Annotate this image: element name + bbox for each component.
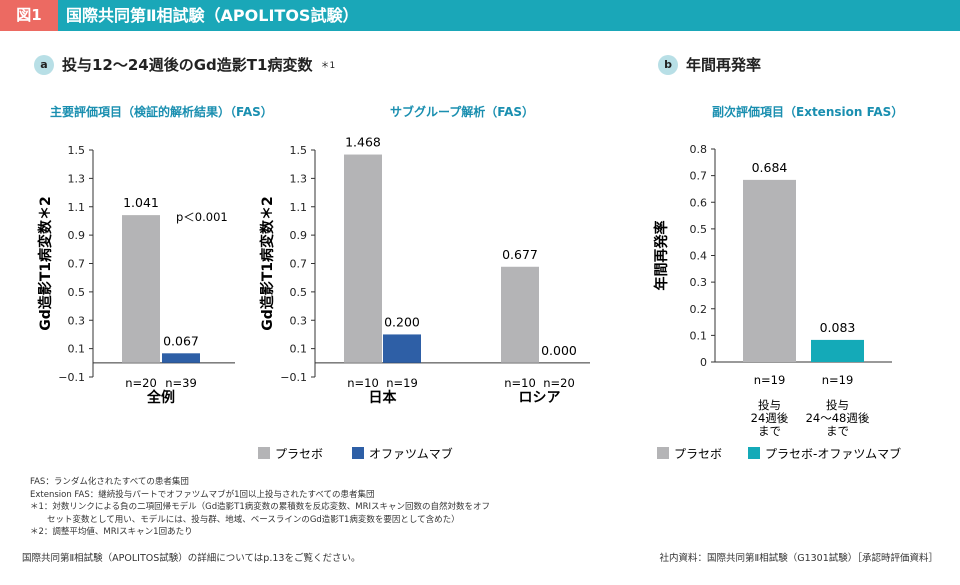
note: FAS：ランダム化されたすべての患者集団 <box>30 477 189 487</box>
section-b-heading: b 年間再発率 <box>658 54 761 75</box>
n-label: n=10 <box>504 376 536 390</box>
y-tick-label: 0.1 <box>290 343 308 356</box>
legend-swatch <box>657 447 669 459</box>
y-tick-label: 1.5 <box>68 144 86 157</box>
footer-right: 社内資料：国際共同第Ⅱ相試験（G1301試験）［承認時評価資料］ <box>659 553 938 564</box>
chart2-title: サブグループ解析（FAS） <box>390 105 535 119</box>
category-label: 日本 <box>369 389 398 406</box>
bar <box>344 154 382 363</box>
y-tick-label: 0.5 <box>68 286 86 299</box>
y-tick-label: 0.9 <box>68 229 86 242</box>
note: セット変数として用い、モデルには、投与群、地域、ベースラインのGd造影T1病変数… <box>30 514 460 525</box>
category-label: ロシア <box>519 390 561 406</box>
y-tick-label: 0.9 <box>290 229 308 242</box>
y-tick-label: 0.1 <box>68 343 86 356</box>
note: ＊2：調整平均値、MRIスキャン1回あたり <box>30 527 193 537</box>
n-label: n=19 <box>386 376 418 390</box>
y-tick-label: 1.1 <box>290 201 308 214</box>
note: Extension FAS：継続投与パートでオファツムマブが1回以上投与されたす… <box>30 489 375 500</box>
n-label: n=20 <box>543 376 575 390</box>
section-a-badge: a <box>34 54 54 75</box>
p-value-annotation: p＜0.001 <box>176 210 228 224</box>
bar <box>501 266 539 363</box>
category-label: 24〜48週後 <box>806 411 870 425</box>
category-label: 投与 <box>758 398 781 412</box>
y-tick-label: 0.3 <box>690 276 708 289</box>
y-tick-label: −0.1 <box>280 371 307 384</box>
section-a-title: 投与12〜24週後のGd造影T1病変数 <box>62 56 313 74</box>
y-tick-label: 1.3 <box>68 172 86 185</box>
figure-title: 国際共同第Ⅱ相試験（APOLITOS試験） <box>66 6 359 25</box>
y-tick-label: 0 <box>700 356 707 369</box>
y-axis-label: Gd造影T1病変数＊2 <box>259 196 276 331</box>
section-b-title: 年間再発率 <box>686 56 762 74</box>
y-tick-label: 0.5 <box>690 223 708 236</box>
header-bar <box>0 0 960 31</box>
data-label: 0.083 <box>820 320 856 335</box>
bar <box>383 334 421 363</box>
y-tick-label: 0.5 <box>290 286 308 299</box>
data-label: 0.684 <box>752 160 788 175</box>
note: ＊1：対数リンクによる負の二項回帰モデル（Gd造影T1病変数の累積数を反応変数、… <box>30 502 490 512</box>
legend-swatch <box>352 447 364 459</box>
n-label: n=19 <box>754 373 786 387</box>
category-label: 投与 <box>826 398 849 412</box>
y-tick-label: 0.4 <box>690 250 708 263</box>
y-tick-label: 0.8 <box>690 143 708 156</box>
bar <box>122 215 160 363</box>
y-tick-label: 1.1 <box>68 201 86 214</box>
category-label: まで <box>826 424 849 438</box>
category-label: 24週後 <box>751 411 789 425</box>
bar <box>162 353 200 363</box>
data-label: 0.067 <box>163 333 199 348</box>
section-a-footnote-mark: ＊1 <box>320 61 336 71</box>
y-tick-label: 0.1 <box>690 329 708 342</box>
y-tick-label: 0.7 <box>290 258 308 271</box>
bar <box>811 339 864 362</box>
y-tick-label: 0.7 <box>68 258 86 271</box>
n-label: n=10 <box>347 376 379 390</box>
footer-left: 国際共同第Ⅱ相試験（APOLITOS試験）の詳細についてはp.13をご覧ください… <box>22 553 361 564</box>
data-label: 0.000 <box>541 343 577 358</box>
footnotes: FAS：ランダム化されたすべての患者集団 Extension FAS：継続投与パ… <box>30 476 490 539</box>
chart1-title: 主要評価項目（検証的解析結果）（FAS） <box>50 105 273 119</box>
y-tick-label: 0.3 <box>68 314 86 327</box>
category-label: まで <box>758 424 781 438</box>
chart3-title: 副次評価項目（Extension FAS） <box>712 105 904 119</box>
n-label: n=20 <box>125 376 157 390</box>
figure-label: 図1 <box>0 0 58 31</box>
data-label: 1.468 <box>345 135 381 150</box>
y-axis-label: Gd造影T1病変数＊2 <box>37 196 54 331</box>
data-label: 0.200 <box>384 314 420 329</box>
y-tick-label: −0.1 <box>58 371 85 384</box>
data-label: 0.677 <box>502 247 538 262</box>
legend-swatch <box>748 447 760 459</box>
y-tick-label: 0.3 <box>290 314 308 327</box>
legend-swatch <box>258 447 270 459</box>
y-tick-label: 0.7 <box>690 170 708 183</box>
n-label: n=19 <box>822 373 854 387</box>
y-tick-label: 1.5 <box>290 144 308 157</box>
n-label: n=39 <box>165 376 197 390</box>
data-label: 1.041 <box>123 195 159 210</box>
legend-label: プラセボ-オファツムマブ <box>765 446 901 461</box>
section-b-badge: b <box>658 54 678 75</box>
y-tick-label: 0.6 <box>690 196 708 209</box>
section-a-heading: a 投与12〜24週後のGd造影T1病変数 ＊1 <box>34 54 335 75</box>
bar <box>743 179 796 362</box>
y-tick-label: 1.3 <box>290 172 308 185</box>
legend-label: プラセボ <box>275 447 323 461</box>
y-tick-label: 0.2 <box>690 303 708 316</box>
legend-label: オファツムマブ <box>369 446 453 461</box>
y-axis-label: 年間再発率 <box>653 221 670 291</box>
category-label: 全例 <box>146 389 175 406</box>
legend-label: プラセボ <box>674 447 722 461</box>
